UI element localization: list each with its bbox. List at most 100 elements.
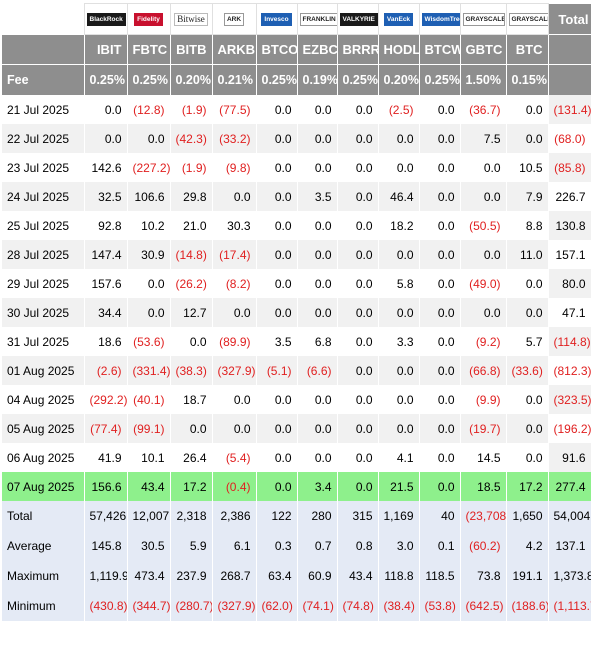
flow-cell: 17.2 — [506, 472, 549, 501]
flow-cell: 0.0 — [297, 124, 338, 153]
etf-flow-table: BlackRock Fidelity Bitwise ARK Invesco FRANKL… — [2, 3, 592, 621]
summary-row: Average 145.8 30.5 5.9 6.1 0.3 0.7 0.8 3.0 0.1 (60… — [2, 531, 592, 561]
table-row: 01 Aug 2025 (2.6) (331.4) (38.3) (327.9) (5.1… — [2, 356, 592, 385]
row-total: 47.1 — [548, 298, 592, 327]
flow-cell: 0.0 — [256, 182, 298, 211]
fund-logo-arkb: ARK — [223, 13, 245, 27]
flow-cell: 0.0 — [460, 153, 507, 182]
flow-cell: (227.2) — [127, 153, 171, 182]
flow-cell: 26.4 — [170, 443, 213, 472]
table-row: 30 Jul 2025 34.4 0.0 12.7 0.0 0.0 0.0 0.0 0.0 0.0… — [2, 298, 592, 327]
summary-row: Maximum 1,119.9 473.4 237.9 268.7 63.4 60.9 43.… — [2, 561, 592, 591]
flow-cell: (49.0) — [460, 269, 507, 298]
flow-cell: (77.4) — [84, 414, 128, 443]
row-date: 30 Jul 2025 — [2, 298, 85, 327]
summary-cell: 118.5 — [419, 561, 461, 591]
flow-cell: (50.5) — [460, 211, 507, 240]
row-total: (196.2) — [548, 414, 592, 443]
flow-cell: 0.0 — [378, 385, 420, 414]
fee-value: 0.25% — [419, 64, 461, 95]
ticker-header: HODL — [378, 34, 420, 65]
summary-cell: 237.9 — [170, 561, 213, 591]
flow-cell: 0.0 — [256, 153, 298, 182]
flow-cell: 0.0 — [256, 414, 298, 443]
row-date: 21 Jul 2025 — [2, 95, 85, 124]
summary-cell: 2,318 — [170, 501, 213, 531]
summary-cell: (23,708) — [460, 501, 507, 531]
flow-cell: 0.0 — [297, 153, 338, 182]
flow-cell: 0.0 — [212, 182, 257, 211]
flow-cell: (77.5) — [212, 95, 257, 124]
flow-cell: 0.0 — [170, 327, 213, 356]
fund-logo-ezbc: FRANKLIN TEMPLETON — [299, 13, 336, 27]
flow-cell: 0.0 — [337, 472, 379, 501]
summary-cell: (60.2) — [460, 531, 507, 561]
ticker-header: FBTC — [127, 34, 171, 65]
flow-cell: 34.4 — [84, 298, 128, 327]
summary-cell: 0.3 — [256, 531, 298, 561]
row-total: 226.7 — [548, 182, 592, 211]
flow-cell: 8.8 — [506, 211, 549, 240]
ticker-header: BTCO — [256, 34, 298, 65]
summary-label: Minimum — [2, 591, 85, 621]
summary-cell: (344.7) — [127, 591, 171, 621]
summary-cell: 1,119.9 — [84, 561, 128, 591]
flow-cell: (99.1) — [127, 414, 171, 443]
flow-cell: 0.0 — [297, 240, 338, 269]
flow-cell: 0.0 — [419, 414, 461, 443]
fee-label: Fee — [2, 64, 85, 95]
summary-cell: 6.1 — [212, 531, 257, 561]
row-total: (323.5) — [548, 385, 592, 414]
summary-cell: 4.2 — [506, 531, 549, 561]
fund-logo-btco: Invesco — [261, 13, 292, 27]
flow-cell: 30.9 — [127, 240, 171, 269]
flow-cell: (38.3) — [170, 356, 213, 385]
flow-cell: 0.0 — [506, 385, 549, 414]
flow-cell: 0.0 — [256, 240, 298, 269]
summary-cell: 60.9 — [297, 561, 338, 591]
flow-cell: 0.0 — [337, 269, 379, 298]
ticker-header: ARKB — [212, 34, 257, 65]
flow-cell: 0.0 — [127, 269, 171, 298]
flow-cell: 0.0 — [337, 385, 379, 414]
flow-cell: 0.0 — [170, 414, 213, 443]
logo-corner — [2, 3, 84, 35]
ticker-header: BTC — [506, 34, 549, 65]
flow-cell: 106.6 — [127, 182, 171, 211]
flow-cell: 0.0 — [378, 153, 420, 182]
flow-cell: 0.0 — [337, 124, 379, 153]
summary-cell: 473.4 — [127, 561, 171, 591]
summary-cell: (188.6) — [506, 591, 549, 621]
row-total: 157.1 — [548, 240, 592, 269]
flow-cell: 41.9 — [84, 443, 128, 472]
flow-cell: 0.0 — [256, 385, 298, 414]
fund-logo-gbtc: GRAYSCALE — [462, 13, 505, 27]
fund-logo-btcw: WisdomTree — [421, 13, 459, 27]
fund-logo-cell: FRANKLIN TEMPLETON — [296, 3, 338, 35]
row-total: (68.0) — [548, 124, 592, 153]
flow-cell: 156.6 — [84, 472, 128, 501]
row-date: 31 Jul 2025 — [2, 327, 85, 356]
flow-cell: 0.0 — [337, 443, 379, 472]
flow-cell: 0.0 — [337, 356, 379, 385]
summary-total: 54,004 — [548, 501, 592, 531]
fund-logo-cell: BlackRock — [83, 3, 128, 35]
flow-cell: (89.9) — [212, 327, 257, 356]
flow-cell: (33.6) — [506, 356, 549, 385]
ticker-corner — [2, 34, 85, 65]
flow-cell: 0.0 — [84, 124, 128, 153]
fee-value: 0.15% — [506, 64, 549, 95]
ticker-header: BRRR — [337, 34, 379, 65]
summary-cell: 57,426 — [84, 501, 128, 531]
flow-cell: 0.0 — [256, 95, 298, 124]
flow-cell: 0.0 — [378, 240, 420, 269]
flow-cell: 0.0 — [419, 269, 461, 298]
flow-cell: 0.0 — [127, 124, 171, 153]
flow-cell: (36.7) — [460, 95, 507, 124]
flow-cell: 0.0 — [506, 414, 549, 443]
flow-cell: 0.0 — [419, 472, 461, 501]
fund-logo-cell: GRAYSCALE — [505, 3, 549, 35]
fee-value: 0.25% — [256, 64, 298, 95]
flow-cell: 0.0 — [419, 211, 461, 240]
flow-cell: 0.0 — [460, 240, 507, 269]
